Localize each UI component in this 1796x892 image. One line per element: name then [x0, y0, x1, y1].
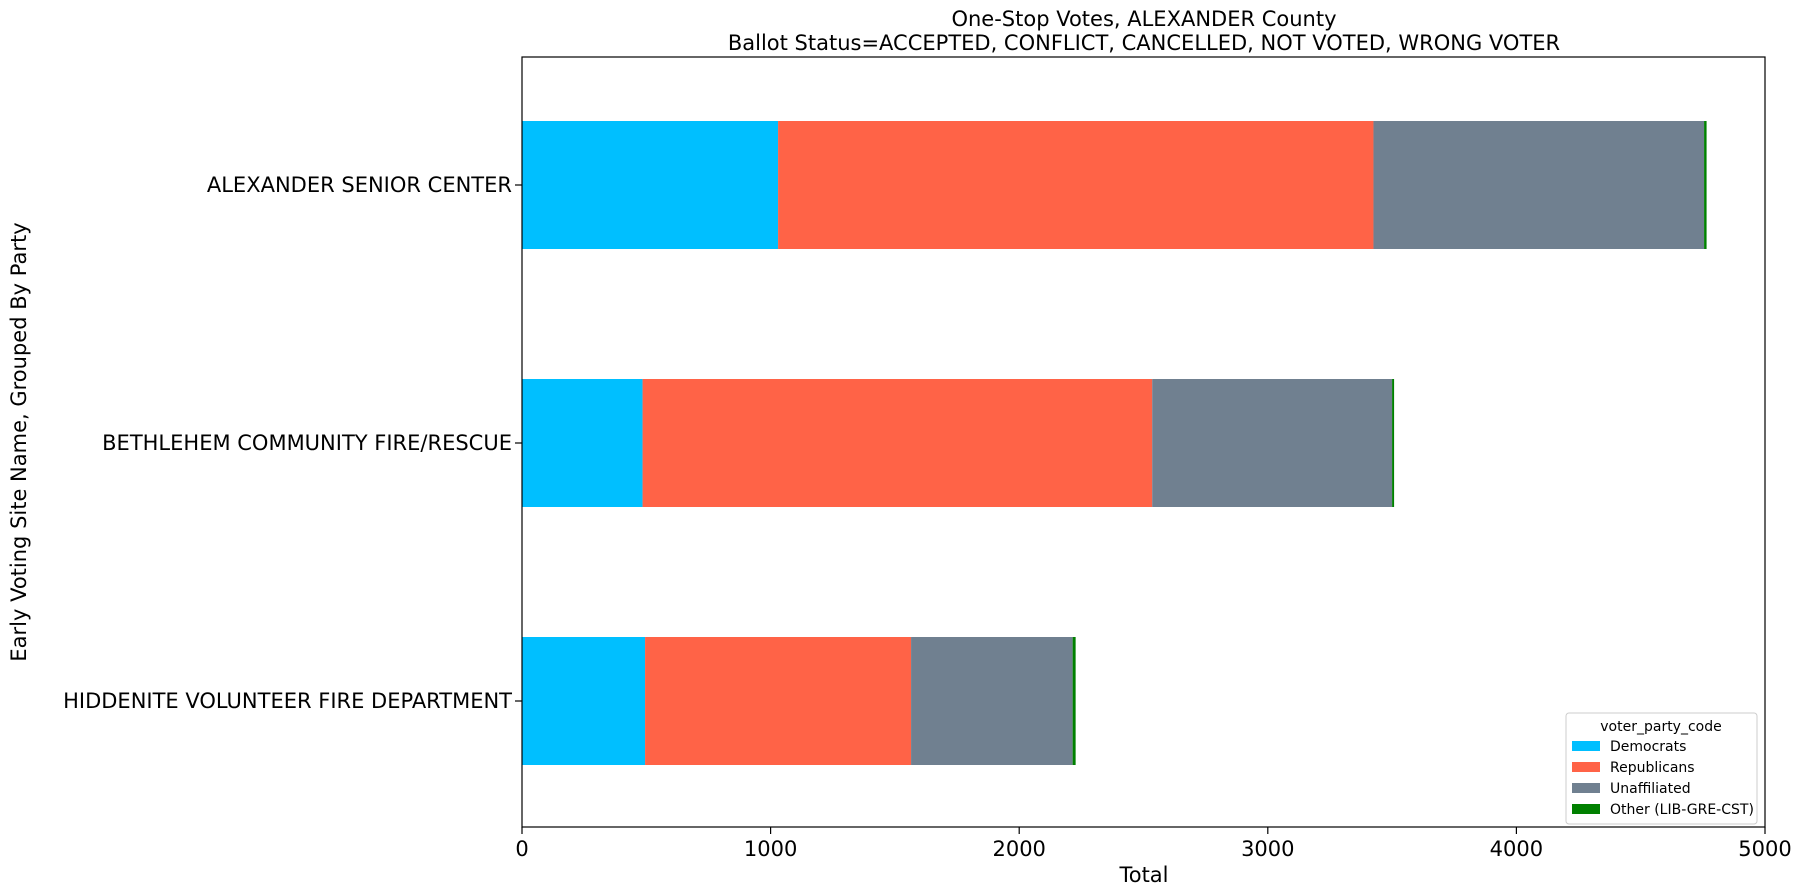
legend: voter_party_code Democrats Republicans Una… — [1565, 712, 1758, 825]
bar-democrats-1 — [522, 121, 779, 249]
bar-republicans-3 — [645, 637, 912, 765]
x-tick-label-2: 1000 — [744, 837, 797, 861]
legend-swatch-1 — [1572, 741, 1600, 751]
x-tick-label-4: 3000 — [1241, 837, 1294, 861]
bar-other-lib-gre-cst-2 — [1392, 379, 1395, 507]
legend-label-1: Democrats — [1610, 739, 1686, 755]
x-tick-label-6: 5000 — [1738, 837, 1791, 861]
plot-frame — [521, 56, 1766, 828]
bar-other-lib-gre-cst-1 — [1704, 121, 1707, 249]
y-tick-label-3: HIDDENITE VOLUNTEER FIRE DEPARTMENT — [63, 689, 512, 713]
x-tick-label-5: 4000 — [1490, 837, 1543, 861]
x-axis-label: Total — [1118, 863, 1168, 887]
y-axis: ALEXANDER SENIOR CENTER BETHLEHEM COMMUNI… — [63, 173, 522, 713]
x-tick-label-1: 0 — [515, 837, 528, 861]
legend-swatch-2 — [1572, 762, 1600, 772]
legend-swatch-3 — [1572, 783, 1600, 793]
bar-unaffiliated-2 — [1152, 379, 1393, 507]
legend-label-3: Unaffiliated — [1610, 781, 1691, 797]
bars-layer — [522, 121, 1707, 765]
bar-unaffiliated-1 — [1373, 121, 1705, 249]
legend-title: voter_party_code — [1600, 719, 1721, 735]
legend-label-2: Republicans — [1610, 760, 1695, 776]
chart-subtitle: Ballot Status=ACCEPTED, CONFLICT, CANCEL… — [728, 31, 1560, 55]
x-axis: 0 1000 2000 3000 4000 5000 — [515, 827, 1792, 861]
legend-swatch-4 — [1572, 804, 1600, 814]
bar-unaffiliated-3 — [911, 637, 1073, 765]
bar-republicans-1 — [778, 121, 1374, 249]
legend-box — [1565, 712, 1758, 825]
bar-republicans-2 — [642, 379, 1153, 507]
y-tick-label-2: BETHLEHEM COMMUNITY FIRE/RESCUE — [102, 431, 512, 455]
bar-democrats-2 — [522, 379, 643, 507]
legend-label-4: Other (LIB-GRE-CST) — [1610, 802, 1754, 818]
bar-democrats-3 — [522, 637, 646, 765]
bar-other-lib-gre-cst-3 — [1072, 637, 1076, 765]
x-tick-label-3: 2000 — [992, 837, 1045, 861]
chart-title: One-Stop Votes, ALEXANDER County — [951, 7, 1336, 31]
y-axis-label: Early Voting Site Name, Grouped By Party — [7, 222, 31, 661]
y-tick-label-1: ALEXANDER SENIOR CENTER — [207, 173, 512, 197]
